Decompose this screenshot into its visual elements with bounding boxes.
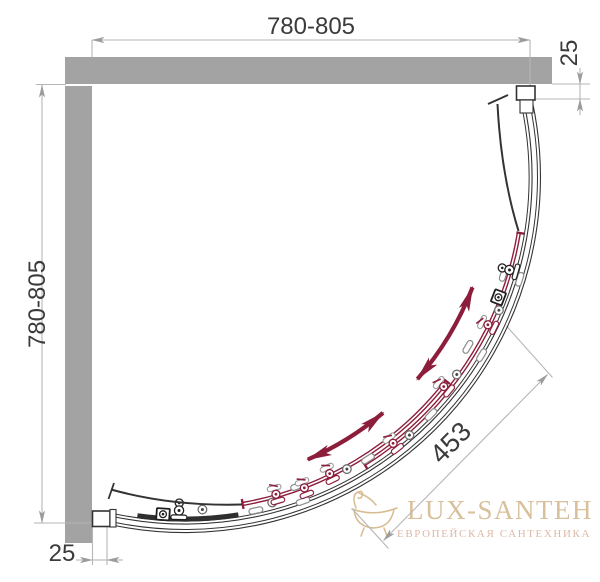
bracket-icon — [247, 505, 264, 516]
track-arc-inner — [111, 103, 530, 522]
roller-wheel-icon — [492, 303, 506, 317]
bathtub-logo-icon — [351, 490, 398, 537]
extension-line — [351, 325, 553, 549]
dimension-label-left: 780-805 — [24, 260, 51, 348]
door-handle-bottom — [107, 482, 243, 506]
extension-line — [91, 527, 108, 565]
dimension-label-top: 780-805 — [267, 13, 355, 40]
bracket-icon — [423, 407, 439, 423]
dimension-label-bottom: 25 — [49, 540, 76, 567]
slide-direction-arrow — [305, 411, 385, 462]
extension-line — [535, 83, 590, 100]
slide-direction-arrow — [415, 285, 475, 381]
wall-profile-top-right — [515, 85, 536, 114]
roller-carriage-icon — [155, 507, 171, 522]
track-arc — [110, 102, 533, 525]
door-bottom-seal — [137, 512, 239, 522]
dimension-height-left: 780-805 — [24, 83, 93, 524]
wall-left — [65, 86, 92, 543]
roller-carriage-icon — [489, 288, 508, 307]
dimension-label-diagonal: 453 — [424, 416, 477, 469]
slide-direction-arrows — [305, 285, 475, 462]
door-handle-top — [487, 94, 520, 232]
bracket-icon — [461, 338, 475, 355]
roller-wheel-icon — [340, 462, 354, 476]
watermark: LUX-SANTEH ЕВРОПЕЙСКАЯ САНТЕХНИКА — [351, 490, 593, 540]
dimension-width-top: 780-805 — [91, 13, 531, 86]
track-arc-outer — [109, 101, 542, 534]
dimension-label-right: 25 — [556, 40, 583, 67]
watermark-subtitle: ЕВРОПЕЙСКАЯ САНТЕХНИКА — [397, 528, 591, 540]
wall-top — [65, 57, 552, 84]
roller-wheel-icon — [197, 504, 208, 515]
watermark-title: LUX-SANTEH — [407, 495, 593, 525]
track-arc — [109, 101, 538, 530]
roller-wheel-icon — [402, 428, 417, 442]
dimension-offset-bottom: 25 — [49, 527, 123, 567]
dimension-offset-right: 25 — [535, 40, 590, 115]
wall-profile-bottom-left — [91, 508, 117, 528]
door-roller-icon — [379, 429, 406, 456]
dimension-line — [383, 374, 548, 541]
